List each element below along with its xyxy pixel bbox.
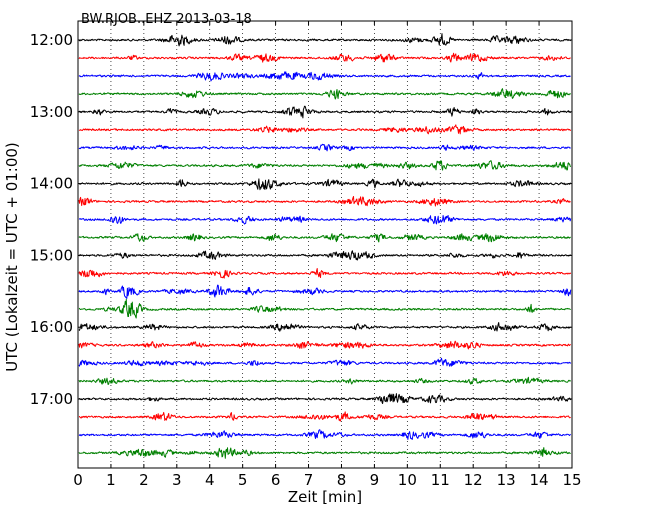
trace-line: [78, 447, 571, 459]
trace-line: [78, 250, 572, 261]
x-tick-label: 15: [562, 471, 581, 489]
trace-line: [78, 298, 571, 319]
y-axis-label: UTC (Lokalzeit = UTC + 01:00): [3, 142, 21, 372]
x-tick-label: 11: [431, 471, 450, 489]
trace-line: [78, 411, 571, 422]
grid-lines: [110, 21, 540, 468]
y-tick-label: 12:00: [30, 31, 73, 49]
y-tick-label: 16:00: [30, 318, 73, 336]
trace-line: [78, 88, 572, 100]
x-tick-label: 2: [139, 471, 149, 489]
trace-line: [78, 105, 572, 119]
trace-line: [78, 322, 572, 332]
trace-line: [78, 429, 571, 440]
x-tick-label: 9: [370, 471, 380, 489]
x-axis-label: Zeit [min]: [287, 488, 363, 506]
x-tick-label: 5: [238, 471, 248, 489]
x-tick-label: 1: [106, 471, 116, 489]
x-tick-label: 14: [530, 471, 549, 489]
x-tick-label: 0: [73, 471, 83, 489]
x-tick-label: 7: [304, 471, 314, 489]
x-tick-label: 13: [497, 471, 516, 489]
trace-line: [78, 52, 571, 63]
seismic-traces: [78, 33, 572, 459]
trace-line: [78, 357, 572, 367]
y-tick-label: 15:00: [30, 246, 73, 264]
trace-line: [78, 214, 572, 225]
trace-line: [78, 195, 571, 207]
x-tick-label: 4: [205, 471, 215, 489]
trace-line: [78, 376, 572, 385]
trace-line: [78, 33, 572, 47]
trace-line: [78, 178, 571, 191]
y-tick-label: 17:00: [30, 390, 73, 408]
x-tick-label: 10: [398, 471, 417, 489]
x-axis-ticks: 0 1 2 3 4 5 6 7 8 9 10 11 12 13 14 15: [73, 21, 582, 489]
y-axis-ticks: 12:00 13:00 14:00 15:00 16:00 17:00: [30, 31, 572, 408]
trace-line: [78, 143, 571, 152]
trace-line: [78, 393, 572, 405]
x-tick-label: 12: [464, 471, 483, 489]
chart-title: BW.RJOB..EHZ 2013-03-18: [81, 12, 252, 27]
trace-line: [78, 160, 572, 171]
trace-line: [78, 268, 572, 279]
trace-line: [78, 284, 572, 299]
plot-frame: [77, 20, 573, 469]
trace-line: [78, 233, 571, 243]
x-tick-label: 3: [172, 471, 182, 489]
trace-line: [78, 71, 571, 82]
trace-line: [78, 124, 572, 135]
trace-line: [78, 340, 571, 350]
x-tick-label: 8: [337, 471, 347, 489]
y-tick-label: 13:00: [30, 103, 73, 121]
x-tick-label: 6: [271, 471, 281, 489]
y-tick-label: 14:00: [30, 175, 73, 193]
y-axis-label-box: UTC (Lokalzeit = UTC + 01:00): [2, 142, 22, 372]
